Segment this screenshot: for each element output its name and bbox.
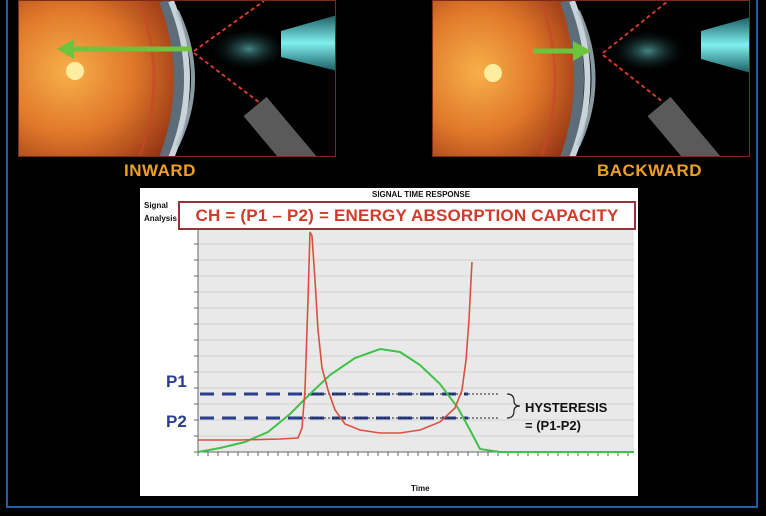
analysis-label: Analysis [144, 214, 177, 223]
p2-label: P2 [166, 412, 187, 431]
backward-eye-illustration [432, 0, 750, 157]
y-ticks [194, 227, 198, 453]
x-ticks [197, 452, 629, 456]
applanation-signal-curve [198, 231, 473, 441]
hysteresis-formula: = (P1-P2) [525, 418, 581, 433]
eye-backward-graphic [433, 1, 749, 156]
inward-eye-illustration [18, 0, 336, 157]
applied-pressure-curve [197, 347, 634, 453]
signal-label: Signal [144, 201, 169, 210]
p1-label: P1 [166, 372, 187, 391]
inward-caption: INWARD [124, 161, 196, 180]
hysteresis-label: HYSTERESIS [525, 400, 608, 415]
backward-caption: BACKWARD [597, 161, 703, 180]
gridlines [198, 227, 634, 453]
formula-banner: CH = (P1 – P2) = ENERGY ABSORPTION CAPAC… [178, 201, 636, 230]
hysteresis-brace [506, 393, 521, 419]
figure-frame [6, 0, 758, 508]
eye-inward-graphic [19, 1, 335, 156]
x-axis-label: Time [411, 484, 430, 493]
chart-title: SIGNAL TIME RESPONSE [372, 190, 471, 199]
